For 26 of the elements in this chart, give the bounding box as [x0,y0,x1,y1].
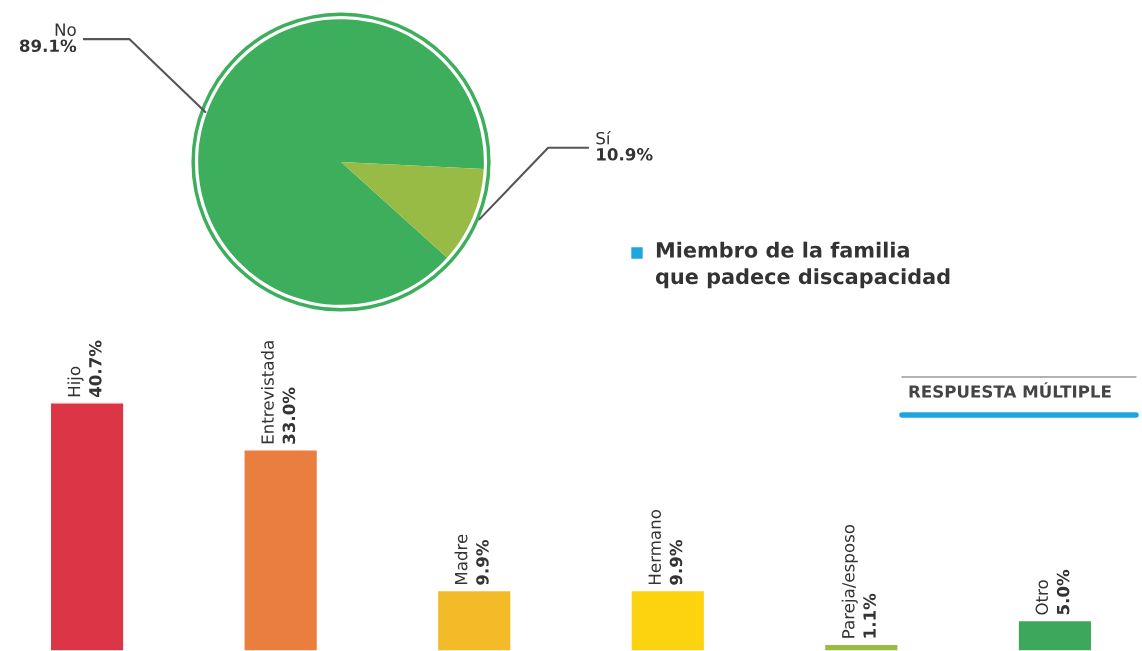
data-label: 5.0% [1056,569,1070,615]
bar [243,449,319,651]
x-tick-label: Entrevistada [260,341,274,444]
text: RESPUESTA MÚLTIPLE [909,382,1111,398]
data-label: 1.1% [863,593,876,638]
x-tick-label: Hermano [648,510,661,585]
x-tick-label: Otro [1035,580,1049,615]
pie-slice [341,162,484,258]
data-label: 89.1% [19,39,77,53]
bar [436,589,512,651]
x-tick-label: Madre [454,534,468,585]
bar [630,589,706,651]
x-tick-label: Pareja/esposo [841,524,858,638]
bar [49,402,125,651]
bar [1017,619,1093,651]
x-tick-label: Hijo [67,366,84,397]
pie-slice [198,19,484,305]
slice-label: Sí [596,130,611,145]
data-label: 9.9% [476,539,489,585]
data-label: 10.9% [597,148,653,161]
data-label: 33.0% [282,387,296,444]
data-label: 9.9% [669,539,683,585]
slice-label: No [55,23,76,36]
text: Miembro de la familia que padece discapacidad [655,241,950,289]
data-label: 40.7% [89,340,102,398]
bar [823,643,899,651]
